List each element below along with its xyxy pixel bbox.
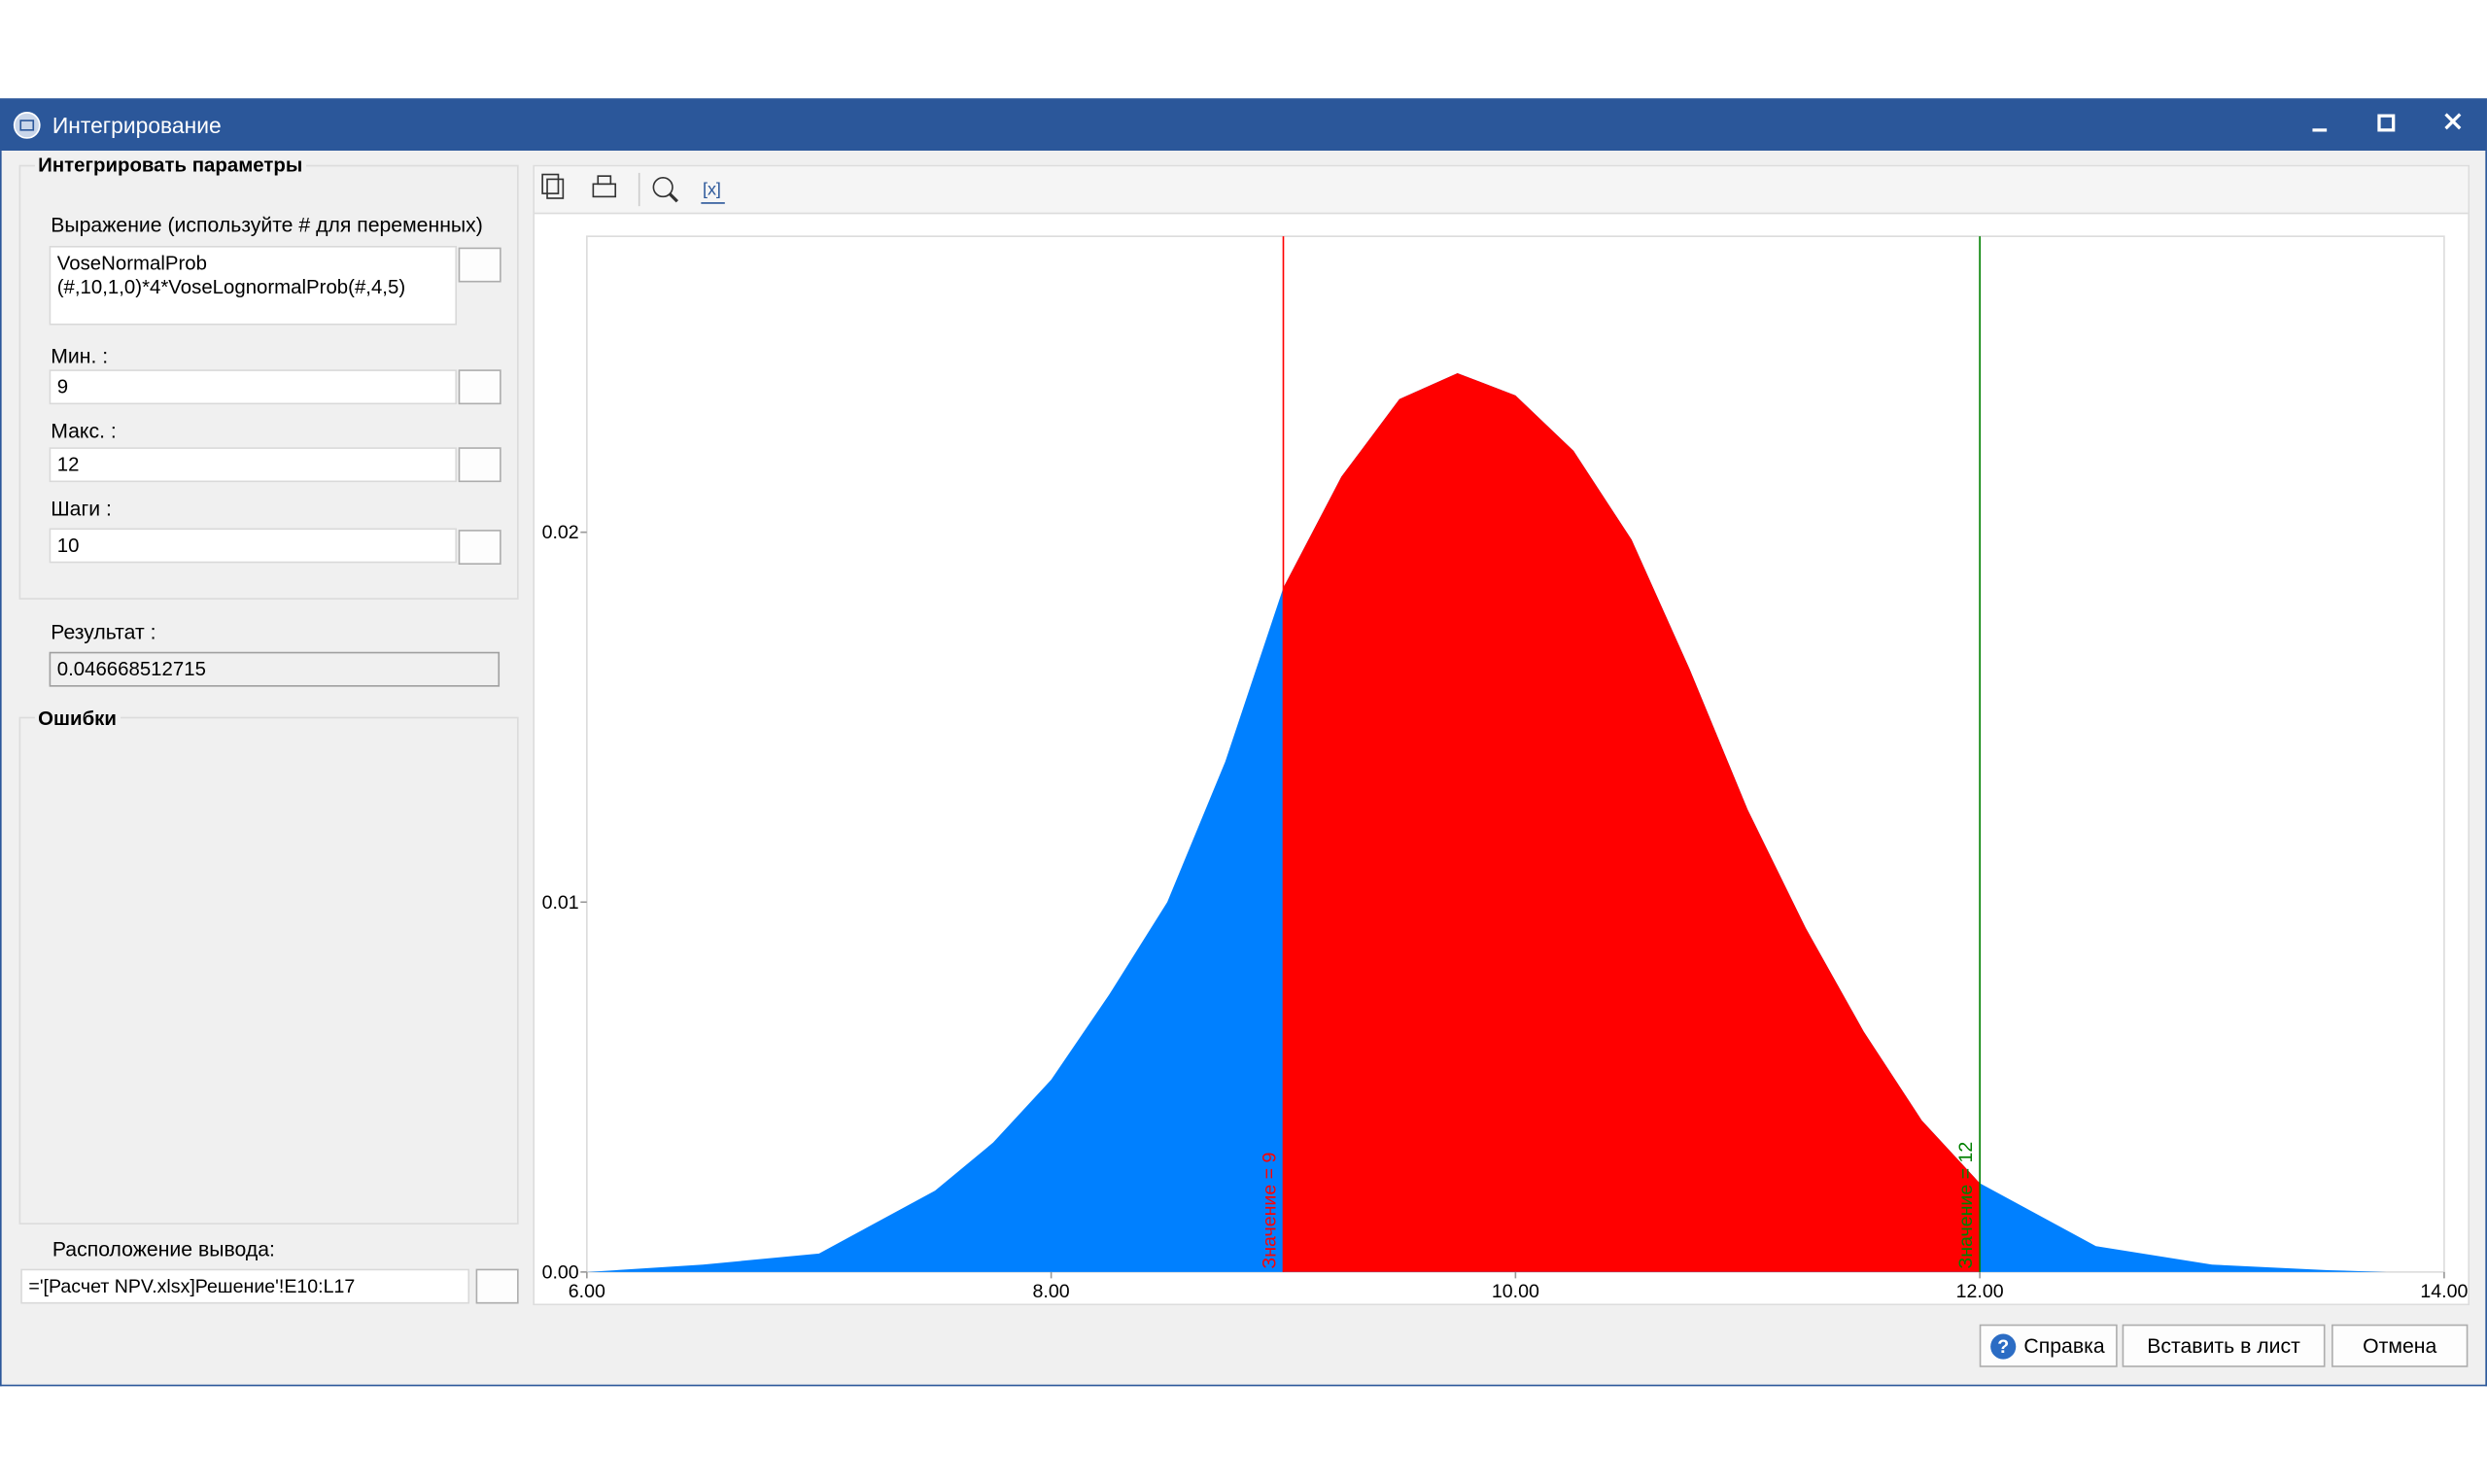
app-icon bbox=[13, 112, 41, 139]
x-tick-label: 8.00 bbox=[1033, 1281, 1070, 1302]
marker-label: Значение = 9 bbox=[1259, 1153, 1280, 1269]
y-tick-label: 0.01 bbox=[542, 892, 579, 914]
result-field: 0.046668512715 bbox=[49, 651, 501, 687]
x-tick-label: 6.00 bbox=[569, 1281, 605, 1302]
marker-label: Значение = 12 bbox=[1955, 1142, 1977, 1269]
steps-input[interactable]: 10 bbox=[49, 528, 458, 564]
label: Расположение вывода: bbox=[52, 1236, 275, 1261]
help-icon: ? bbox=[1990, 1333, 2017, 1360]
x-tick-label: 12.00 bbox=[1956, 1281, 2004, 1302]
window-controls[interactable] bbox=[2299, 105, 2474, 143]
label: Результат : bbox=[51, 620, 156, 644]
label: Мин. : bbox=[51, 344, 109, 368]
toolbar: [x] bbox=[534, 166, 2469, 215]
expression-input[interactable]: VoseNormalProb (#,10,1,0)*4*VoseLognorma… bbox=[49, 245, 458, 326]
group-title: Интегрировать параметры bbox=[34, 154, 306, 177]
min-input[interactable]: 9 bbox=[49, 369, 458, 405]
y-tick-label: 0.00 bbox=[542, 1261, 579, 1283]
pick-button[interactable] bbox=[458, 530, 501, 565]
output-input[interactable]: ='[Расчет NPV.xlsx]Решение'!E10:L17 bbox=[20, 1268, 470, 1304]
label: Шаги : bbox=[51, 496, 112, 521]
group-title: Ошибки bbox=[34, 707, 121, 730]
pick-button[interactable] bbox=[458, 369, 501, 405]
cancel-button[interactable]: Отмена bbox=[2332, 1324, 2469, 1367]
pick-button[interactable] bbox=[458, 447, 501, 483]
x-tick-label: 14.00 bbox=[2420, 1281, 2468, 1302]
max-input[interactable]: 12 bbox=[49, 447, 458, 483]
highlight-area bbox=[1283, 372, 1981, 1272]
pick-button[interactable] bbox=[475, 1268, 519, 1304]
svg-text:?: ? bbox=[1997, 1336, 2009, 1358]
label: Макс. : bbox=[51, 418, 117, 443]
x-tick-label: 10.00 bbox=[1492, 1281, 1539, 1302]
toolbar-icons[interactable]: [x] bbox=[535, 166, 756, 212]
y-tick-label: 0.02 bbox=[542, 522, 579, 543]
insert-button[interactable]: Вставить в лист bbox=[2122, 1324, 2326, 1367]
svg-text:[x]: [x] bbox=[703, 180, 721, 199]
title-bar: Интегрирование bbox=[0, 98, 2487, 152]
pick-button[interactable] bbox=[458, 247, 501, 283]
label: Выражение (используйте # для переменных) bbox=[51, 212, 483, 237]
errors-group bbox=[18, 716, 519, 1225]
window-title: Интегрирование bbox=[52, 112, 222, 138]
